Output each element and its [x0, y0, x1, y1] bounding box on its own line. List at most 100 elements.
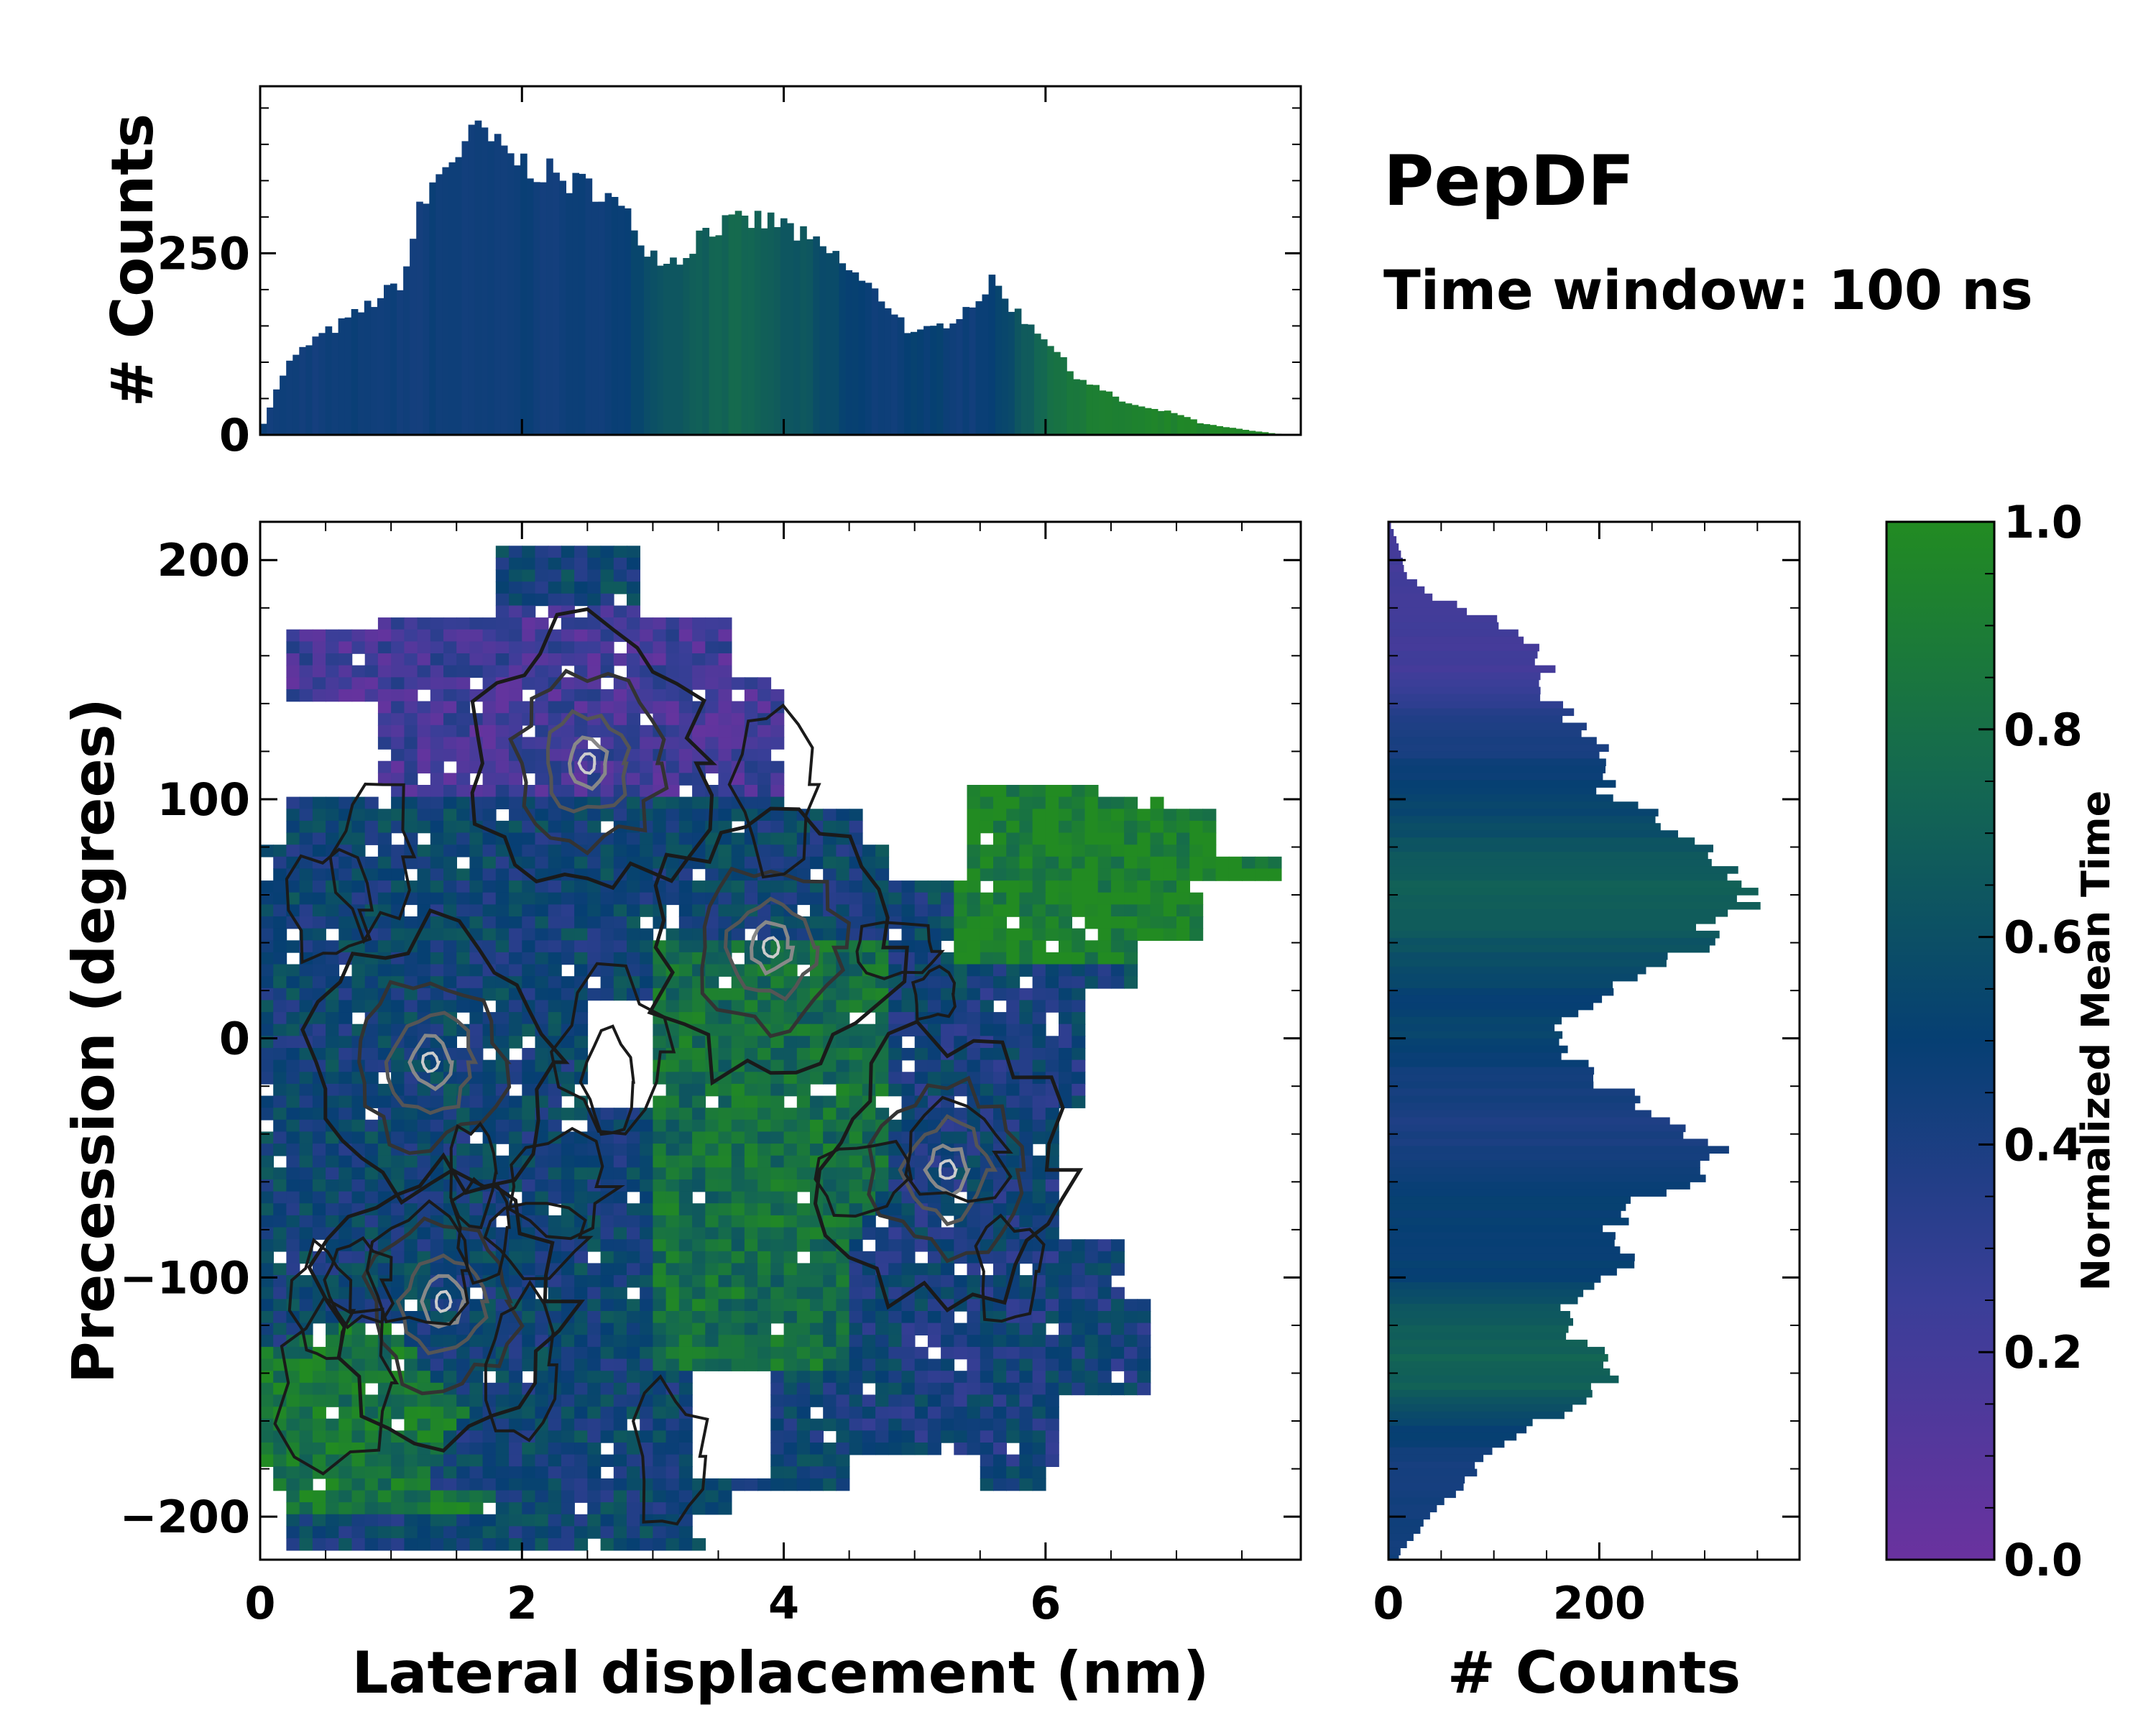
- heatmap-cell: [417, 1538, 431, 1551]
- heatmap-cell: [914, 1059, 929, 1072]
- heatmap-cell: [914, 928, 929, 941]
- heatmap-cell: [1032, 1371, 1046, 1384]
- top-histogram-bar: [813, 236, 820, 435]
- heatmap-cell: [522, 1526, 536, 1539]
- heatmap-cell: [1097, 832, 1112, 845]
- top-histogram-bar: [1222, 427, 1230, 435]
- contour-line: [484, 1279, 558, 1443]
- heatmap-cell: [338, 1526, 353, 1539]
- heatmap-cell: [561, 1048, 575, 1061]
- heatmap-cell: [312, 1108, 326, 1121]
- heatmap-cell: [391, 701, 405, 714]
- heatmap-cell: [1124, 904, 1138, 917]
- heatmap-cell: [1110, 1311, 1125, 1324]
- top-histogram-bar: [858, 280, 866, 435]
- heatmap-cell: [1110, 1239, 1125, 1252]
- heatmap-cell: [260, 1024, 274, 1037]
- heatmap-cell: [548, 820, 562, 834]
- heatmap-cell: [1072, 845, 1086, 857]
- heatmap-cell: [718, 1215, 732, 1228]
- heatmap-cell: [1072, 964, 1086, 977]
- heatmap-cell: [914, 1443, 929, 1455]
- heatmap-cell: [535, 1131, 549, 1144]
- heatmap-cell: [810, 1227, 824, 1240]
- heatmap-cell: [1110, 976, 1125, 989]
- top-histogram-bar: [982, 294, 990, 435]
- heatmap-cell: [1006, 952, 1021, 965]
- heatmap-cell: [587, 629, 602, 643]
- right-histogram-bar: [1388, 1225, 1603, 1233]
- heatmap-cell: [757, 880, 772, 893]
- heatmap-cell: [927, 1358, 941, 1371]
- heatmap-cell: [482, 785, 497, 798]
- heatmap-cell: [417, 1358, 431, 1371]
- heatmap-cell: [509, 581, 523, 594]
- heatmap-cell: [796, 1335, 811, 1348]
- heatmap-cell: [1268, 856, 1282, 870]
- heatmap-cell: [548, 1215, 562, 1228]
- heatmap-cell: [836, 1179, 850, 1192]
- heatmap-cell: [535, 1048, 549, 1061]
- heatmap-cell: [770, 760, 785, 774]
- heatmap-cell: [377, 832, 392, 845]
- heatmap-cell: [600, 557, 614, 571]
- heatmap-cell: [941, 988, 955, 1001]
- heatmap-cell: [665, 1430, 680, 1443]
- top-histogram-bar: [286, 360, 293, 435]
- heatmap-cell: [627, 1251, 640, 1264]
- heatmap-cell: [1084, 868, 1099, 881]
- heatmap-cell: [443, 1502, 457, 1515]
- heatmap-cell: [1097, 1335, 1112, 1348]
- heatmap-cell: [718, 1059, 732, 1072]
- heatmap-cell: [993, 1418, 1007, 1432]
- heatmap-cell: [941, 952, 955, 965]
- heatmap-cell: [260, 1443, 274, 1455]
- heatmap-cell: [600, 952, 614, 965]
- heatmap-cell: [718, 713, 732, 726]
- heatmap-cell: [613, 569, 627, 582]
- heatmap-cell: [338, 1036, 353, 1049]
- heatmap-cell: [286, 892, 300, 906]
- heatmap-cell: [692, 1131, 706, 1144]
- heatmap-cell: [326, 952, 340, 965]
- heatmap-cell: [941, 928, 955, 941]
- heatmap-cell: [338, 1155, 353, 1169]
- heatmap-cell: [757, 1179, 772, 1192]
- heatmap-cell: [718, 1335, 732, 1348]
- heatmap-cell: [482, 928, 497, 941]
- heatmap-cell: [770, 1311, 785, 1324]
- heatmap-cell: [665, 809, 680, 822]
- heatmap-cell: [509, 605, 523, 618]
- heatmap-cell: [1150, 832, 1164, 845]
- heatmap-cell: [1176, 892, 1190, 906]
- heatmap-cell: [430, 1335, 444, 1348]
- right-histogram-bar: [1388, 1375, 1619, 1384]
- right-histogram-bar: [1388, 1432, 1517, 1441]
- top-histogram-bar: [370, 307, 378, 435]
- top-histogram-bar: [787, 223, 794, 435]
- heatmap-cell: [1110, 809, 1125, 822]
- heatmap-cell: [613, 1311, 627, 1324]
- heatmap-cell: [561, 856, 575, 870]
- heatmap-cell: [941, 1036, 955, 1049]
- heatmap-cell: [954, 1430, 968, 1443]
- heatmap-cell: [954, 1287, 968, 1300]
- heatmap-cell: [535, 749, 549, 762]
- right-histogram-bar: [1388, 586, 1425, 594]
- top-histogram-bar: [280, 375, 287, 435]
- heatmap-cell: [836, 904, 850, 917]
- heatmap-cell: [469, 1466, 484, 1479]
- heatmap-cell: [1059, 809, 1072, 822]
- heatmap-cell: [653, 1024, 667, 1037]
- heatmap-cell: [443, 629, 457, 643]
- heatmap-cell: [391, 665, 405, 678]
- right-histogram-bar: [1388, 937, 1715, 946]
- heatmap-cell: [731, 1131, 745, 1144]
- heatmap-cell: [1032, 940, 1046, 953]
- heatmap-cell: [954, 880, 968, 893]
- heatmap-cell: [901, 1239, 916, 1252]
- heatmap-cell: [548, 952, 562, 965]
- heatmap-cell: [495, 916, 510, 929]
- heatmap-cell: [299, 1131, 313, 1144]
- heatmap-cell: [482, 904, 497, 917]
